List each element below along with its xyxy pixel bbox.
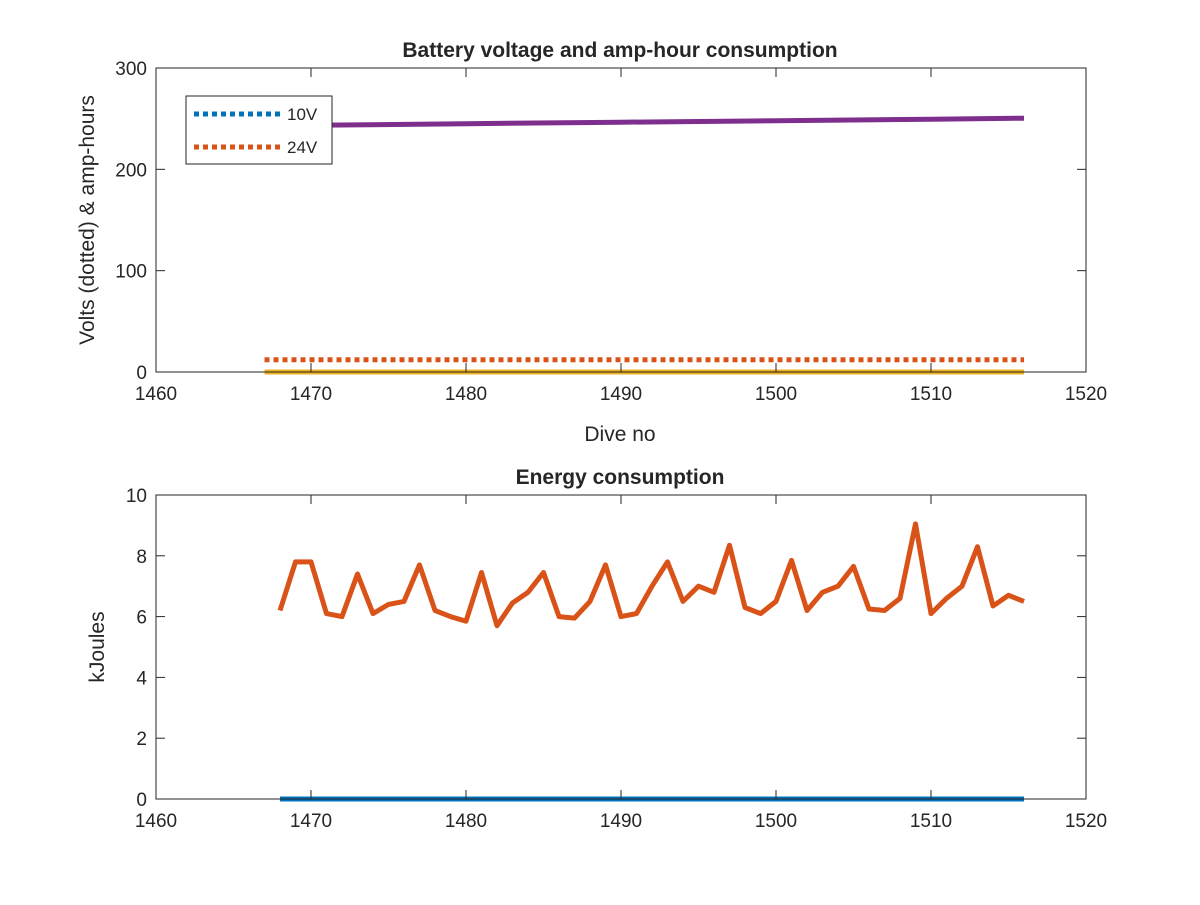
- voltage-xtick-label: 1460: [135, 384, 177, 405]
- voltage-chart-legend: 10V 24V: [185, 95, 333, 165]
- legend-label-24v: 24V: [287, 138, 318, 157]
- voltage-chart-xlabel: Dive no: [584, 423, 655, 446]
- energy-xtick-label: 1460: [135, 811, 177, 832]
- energy-ytick-label: 6: [136, 608, 147, 629]
- voltage-chart-ylabel: Volts (dotted) & amp-hours: [76, 95, 99, 345]
- energy-chart-title: Energy consumption: [516, 466, 725, 489]
- energy-chart: Energy consumption 1460 1470 1480 1490 1500 1…: [86, 466, 1107, 832]
- voltage-xtick-label: 1500: [755, 384, 797, 405]
- energy-chart-ticks: 1460 1470 1480 1490 1500 1510 1520 0 2 4 6 8 10: [126, 486, 1107, 832]
- energy-xtick-label: 1490: [600, 811, 642, 832]
- energy-xtick-label: 1520: [1065, 811, 1107, 832]
- legend-label-10v: 10V: [287, 105, 318, 124]
- energy-xtick-label: 1480: [445, 811, 487, 832]
- voltage-xtick-label: 1490: [600, 384, 642, 405]
- energy-ytick-label: 10: [126, 486, 147, 507]
- legend-box: [185, 95, 333, 165]
- voltage-ytick-label: 200: [115, 160, 147, 181]
- voltage-xtick-label: 1510: [910, 384, 952, 405]
- voltage-ytick-label: 300: [115, 59, 147, 80]
- voltage-xtick-label: 1520: [1065, 384, 1107, 405]
- energy-xtick-label: 1510: [910, 811, 952, 832]
- energy-ytick-label: 2: [136, 729, 147, 750]
- energy-ytick-label: 8: [136, 547, 147, 568]
- voltage-xtick-label: 1470: [290, 384, 332, 405]
- voltage-ytick-label: 0: [136, 363, 147, 384]
- voltage-xtick-label: 1480: [445, 384, 487, 405]
- energy-xtick-label: 1500: [755, 811, 797, 832]
- energy-series-line-1: [277, 521, 1025, 629]
- voltage-chart: Battery voltage and amp-hour consumption…: [76, 39, 1107, 446]
- voltage-ytick-label: 100: [115, 262, 147, 283]
- voltage-chart-title: Battery voltage and amp-hour consumption: [402, 39, 837, 62]
- voltage-chart-ticks: 1460 1470 1480 1490 1500 1510 1520 0 100 200 300: [115, 59, 1107, 405]
- energy-ytick-label: 0: [136, 790, 147, 811]
- energy-chart-ylabel: kJoules: [86, 611, 109, 682]
- energy-ytick-label: 4: [136, 668, 147, 689]
- energy-xtick-label: 1470: [290, 811, 332, 832]
